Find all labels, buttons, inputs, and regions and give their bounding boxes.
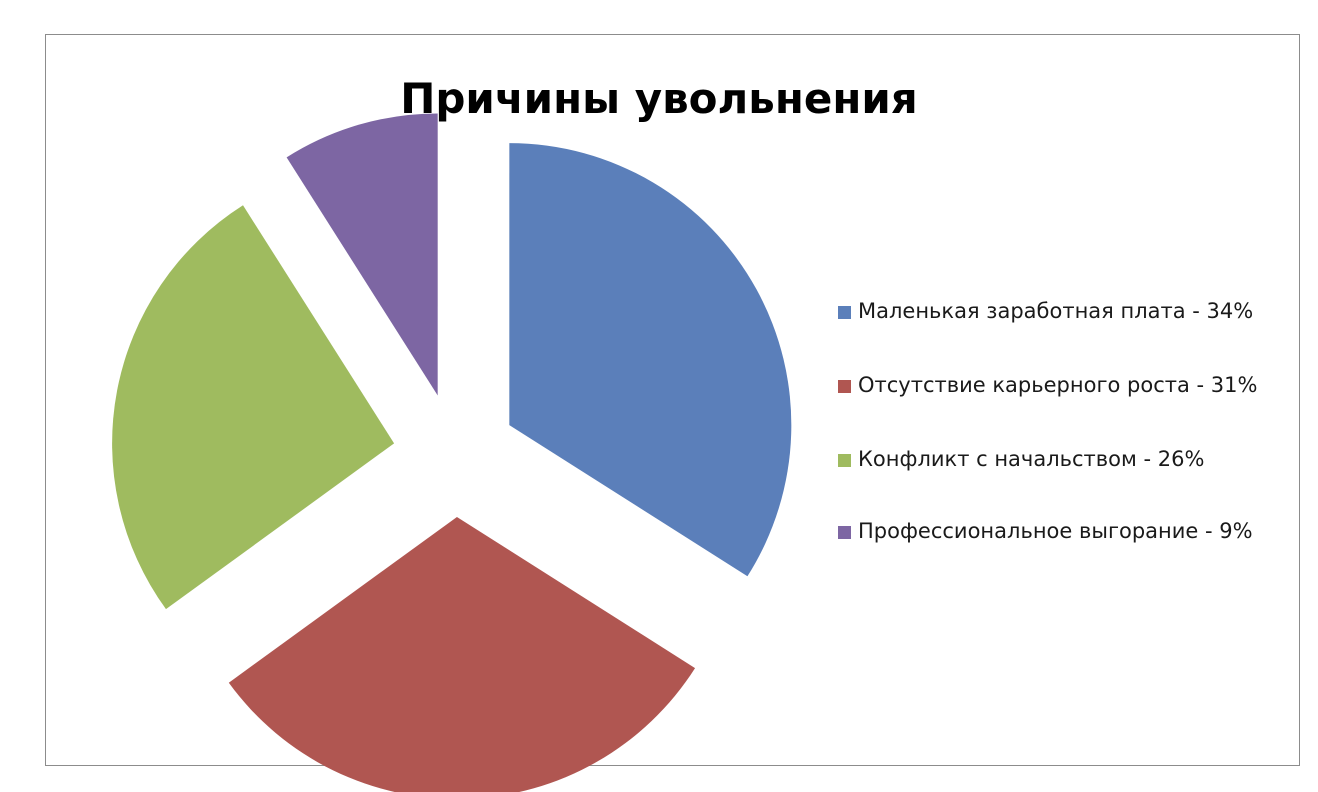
- legend-swatch-salary: [838, 306, 851, 319]
- legend-label-burnout: Профессиональное выгорание - 9%: [858, 519, 1253, 543]
- pie-slice-salary: [509, 143, 792, 577]
- pie-slice-conflict: [112, 205, 395, 610]
- chart-title: Причины увольнения: [400, 74, 918, 123]
- legend-swatch-burnout: [838, 526, 851, 539]
- legend-label-career: Отсутствие карьерного роста - 31%: [858, 373, 1258, 397]
- legend-label-salary: Маленькая заработная плата - 34%: [858, 299, 1254, 323]
- pie-slice-career: [228, 516, 696, 792]
- legend-swatch-conflict: [838, 454, 851, 467]
- legend-swatch-career: [838, 380, 851, 393]
- pie-slice-burnout: [286, 113, 438, 396]
- legend-label-conflict: Конфликт с начальством - 26%: [858, 447, 1205, 471]
